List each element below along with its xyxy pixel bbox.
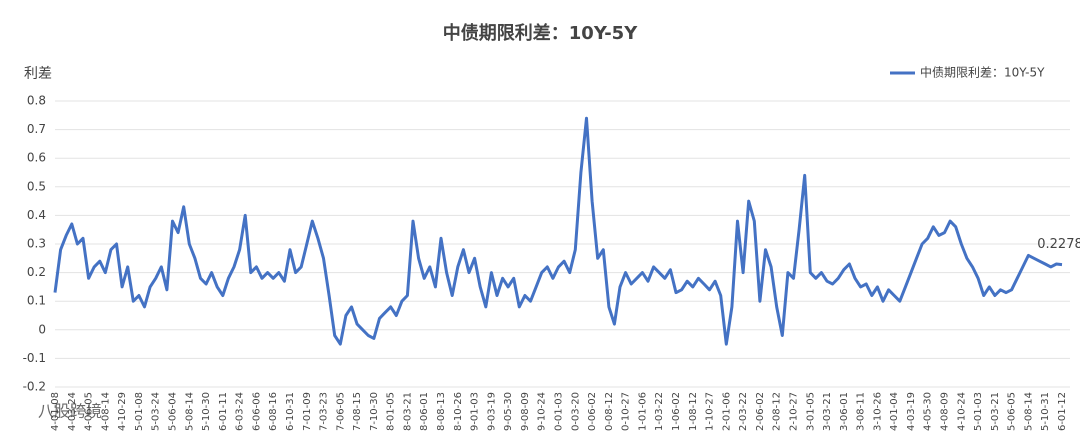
x-tick-label: 2015-03-24 bbox=[151, 392, 162, 431]
x-tick-label: 2023-01-05 bbox=[805, 392, 816, 431]
x-tick-label: 2025-08-14 bbox=[1023, 392, 1034, 431]
x-tick-label: 2024-10-24 bbox=[956, 392, 967, 431]
data-label: 0.2278 bbox=[1037, 237, 1080, 252]
x-tick-label: 2021-10-27 bbox=[705, 392, 716, 431]
x-tick-label: 2017-10-30 bbox=[369, 392, 380, 431]
x-tick-label: 2015-10-30 bbox=[201, 392, 212, 431]
x-tick-label: 2022-08-12 bbox=[772, 392, 783, 431]
y-axis-label: 利差 bbox=[24, 66, 52, 82]
x-tick-label: 2014-08-14 bbox=[100, 392, 111, 431]
x-tick-label: 2020-01-03 bbox=[554, 392, 565, 431]
y-tick-label: 0.2 bbox=[27, 265, 46, 279]
x-tick-label: 2014-03-24 bbox=[67, 392, 78, 431]
x-tick-label: 2026-01-12 bbox=[1057, 392, 1068, 431]
x-tick-label: 2024-08-09 bbox=[940, 392, 951, 431]
x-tick-label: 2017-03-23 bbox=[319, 392, 330, 431]
y-tick-label: 0 bbox=[38, 322, 46, 336]
x-tick-label: 2023-08-11 bbox=[856, 392, 867, 431]
y-tick-label: 0.5 bbox=[27, 179, 46, 193]
x-tick-label: 2019-05-30 bbox=[503, 392, 514, 431]
x-tick-label: 2022-01-06 bbox=[721, 392, 732, 431]
x-tick-label: 2025-10-31 bbox=[1040, 392, 1051, 431]
x-tick-label: 2024-03-19 bbox=[906, 392, 917, 431]
x-tick-label: 2018-01-05 bbox=[386, 392, 397, 431]
x-tick-label: 2023-03-21 bbox=[822, 392, 833, 431]
x-tick-label: 2014-01-08 bbox=[50, 392, 61, 431]
y-tick-label: 0.7 bbox=[27, 122, 46, 136]
x-tick-label: 2015-01-08 bbox=[134, 392, 145, 431]
x-tick-label: 2019-01-03 bbox=[470, 392, 481, 431]
x-tick-label: 2016-08-16 bbox=[268, 392, 279, 431]
x-tick-label: 2019-03-19 bbox=[486, 392, 497, 431]
y-tick-label: 0.3 bbox=[27, 237, 46, 251]
x-tick-label: 2020-08-12 bbox=[604, 392, 615, 431]
x-tick-label: 2018-06-01 bbox=[419, 392, 430, 431]
x-tick-label: 2024-05-30 bbox=[923, 392, 934, 431]
y-tick-label: 0.1 bbox=[27, 294, 46, 308]
x-tick-label: 2016-10-31 bbox=[285, 392, 296, 431]
x-tick-label: 2015-06-04 bbox=[167, 392, 178, 431]
x-tick-label: 2021-06-02 bbox=[671, 392, 682, 431]
x-tick-label: 2020-03-20 bbox=[570, 392, 581, 431]
x-tick-label: 2017-01-09 bbox=[302, 392, 313, 431]
x-tick-label: 2016-03-24 bbox=[235, 392, 246, 431]
x-tick-label: 2025-03-21 bbox=[990, 392, 1001, 431]
x-tick-label: 2023-06-01 bbox=[839, 392, 850, 431]
y-tick-label: 0.8 bbox=[27, 94, 46, 108]
x-tick-label: 2014-10-29 bbox=[117, 392, 128, 431]
x-tick-label: 2022-03-22 bbox=[738, 392, 749, 431]
x-tick-label: 2014-06-05 bbox=[84, 392, 95, 431]
x-tick-label: 2021-03-22 bbox=[654, 392, 665, 431]
x-tick-label: 2018-08-13 bbox=[436, 392, 447, 431]
x-tick-label: 2025-06-05 bbox=[1007, 392, 1018, 431]
x-tick-label: 2020-10-27 bbox=[621, 392, 632, 431]
x-tick-label: 2016-06-06 bbox=[251, 392, 262, 431]
x-tick-label: 2017-08-15 bbox=[352, 392, 363, 431]
x-tick-label: 2024-01-04 bbox=[889, 392, 900, 431]
x-tick-label: 2022-10-27 bbox=[788, 392, 799, 431]
chart-title: 中债期限利差：10Y-5Y bbox=[443, 22, 638, 44]
y-tick-label: 0.6 bbox=[27, 151, 46, 165]
x-tick-label: 2022-06-02 bbox=[755, 392, 766, 431]
x-tick-label: 2016-01-11 bbox=[218, 392, 229, 431]
x-tick-label: 2018-03-21 bbox=[402, 392, 413, 431]
x-tick-label: 2018-10-26 bbox=[453, 392, 464, 431]
legend-label: 中债期限利差：10Y-5Y bbox=[920, 65, 1045, 80]
x-tick-label: 2021-01-06 bbox=[637, 392, 648, 431]
line-series bbox=[53, 116, 1063, 346]
x-tick-label: 2023-10-26 bbox=[872, 392, 883, 431]
y-tick-label: -0.2 bbox=[23, 380, 46, 394]
x-tick-label: 2019-08-09 bbox=[520, 392, 531, 431]
x-tick-label: 2017-06-05 bbox=[335, 392, 346, 431]
y-tick-label: -0.1 bbox=[23, 351, 46, 365]
x-tick-label: 2025-01-03 bbox=[973, 392, 984, 431]
x-tick-label: 2019-10-24 bbox=[537, 392, 548, 431]
x-tick-label: 2020-06-02 bbox=[587, 392, 598, 431]
x-tick-label: 2021-08-12 bbox=[688, 392, 699, 431]
watermark: 八股跨境 bbox=[38, 402, 102, 421]
y-tick-label: 0.4 bbox=[27, 208, 46, 222]
x-tick-label: 2015-08-14 bbox=[184, 392, 195, 431]
